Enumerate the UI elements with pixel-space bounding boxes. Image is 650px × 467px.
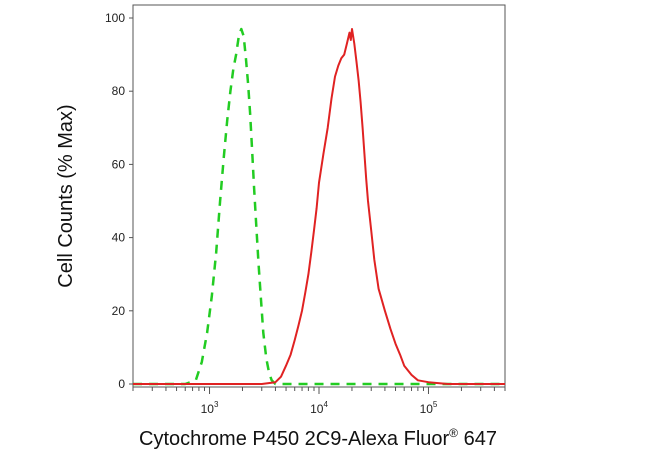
- x-tick-label: 103: [201, 400, 219, 416]
- y-axis-title: Cell Counts (% Max): [55, 104, 77, 287]
- plot-frame: [132, 4, 506, 388]
- y-tick-label: 80: [112, 84, 126, 98]
- y-tick-label: 100: [105, 11, 125, 25]
- x-axis-title-main: Cytochrome P450 2C9-Alexa Fluor: [139, 428, 449, 450]
- y-tick-label: 60: [112, 157, 126, 171]
- series-layer: [133, 27, 505, 386]
- x-axis-title: Cytochrome P450 2C9-Alexa Fluor® 647: [139, 426, 497, 450]
- series-line-dashed: [133, 27, 505, 386]
- x-tick-label: 105: [420, 400, 438, 416]
- axes-layer: 0 20 40 60 80 100 103 104 105: [105, 11, 506, 416]
- x-axis-title-superscript: ®: [449, 426, 458, 440]
- x-axis-title-suffix: 647: [458, 428, 497, 450]
- x-tick-label: 104: [310, 400, 328, 416]
- series-line-solid: [133, 28, 505, 385]
- y-tick-label: 0: [118, 377, 125, 391]
- y-tick-label: 20: [112, 304, 126, 318]
- y-tick-label: 40: [112, 231, 126, 245]
